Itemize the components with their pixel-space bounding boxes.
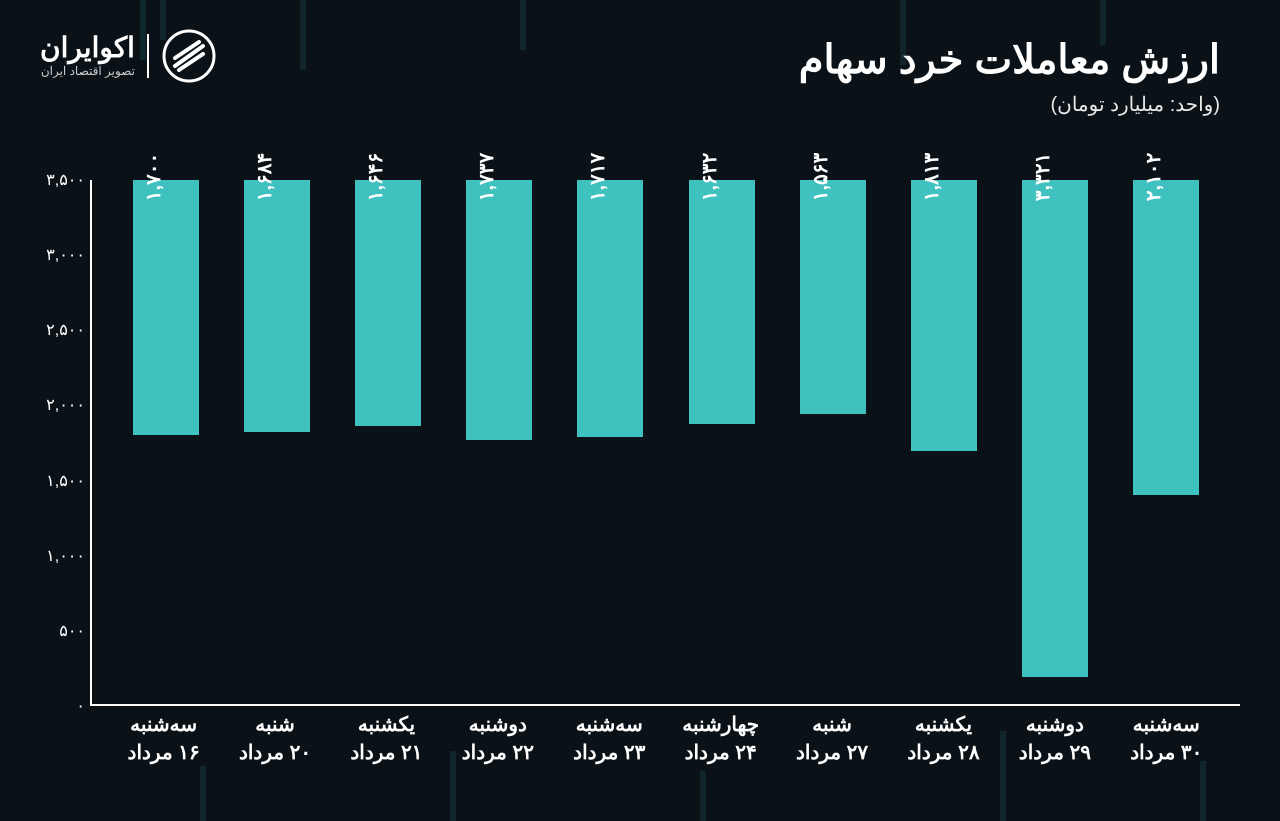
bar: ۱,۷۳۷ [466, 180, 532, 440]
bar: ۱,۶۴۶ [355, 180, 421, 426]
bar: ۳,۳۲۱ [1022, 180, 1088, 677]
bar-slot: ۱,۶۸۴ [221, 180, 332, 704]
chart-subtitle: (واحد: میلیارد تومان) [799, 92, 1220, 117]
x-date: ۲۹ مرداد [999, 739, 1110, 767]
bar-value-label: ۲,۱۰۲ [1141, 153, 1166, 208]
bar-slot: ۲,۱۰۲ [1111, 180, 1222, 704]
x-category-label: شنبه۲۰ مرداد [219, 711, 330, 791]
bar-value-label: ۱,۷۰۰ [141, 153, 166, 208]
x-category-label: یکشنبه۲۱ مرداد [331, 711, 442, 791]
logo-main-text: اکوایران [40, 34, 135, 62]
bar-slot: ۱,۷۱۷ [555, 180, 666, 704]
y-tick-label: ۳,۰۰۰ [46, 245, 85, 265]
bar: ۱,۶۸۴ [244, 180, 310, 432]
logo-icon [161, 28, 217, 84]
bar-slot: ۱,۶۳۲ [666, 180, 777, 704]
bar-slot: ۱,۸۱۳ [888, 180, 999, 704]
chart-title: ارزش معاملات خرد سهام [799, 36, 1220, 84]
x-day: سه‌شنبه [554, 711, 665, 739]
bar: ۱,۷۱۷ [577, 180, 643, 437]
x-day: دوشنبه [999, 711, 1110, 739]
y-tick-label: ۱,۵۰۰ [46, 471, 85, 491]
y-tick-label: ۲,۰۰۰ [46, 395, 85, 415]
bar-slot: ۱,۷۳۷ [444, 180, 555, 704]
bar-value-label: ۱,۶۳۲ [697, 153, 722, 208]
bars-container: ۱,۷۰۰ ۱,۶۸۴ ۱,۶۴۶ ۱,۷۳۷ ۱,۷۱۷ ۱,۶۳۲ ۱,۵۶۳ ۱,۸۱۳… [92, 180, 1240, 704]
x-day: چهارشنبه [665, 711, 776, 739]
x-date: ۲۴ مرداد [665, 739, 776, 767]
x-category-label: دوشنبه۲۲ مرداد [442, 711, 553, 791]
bar: ۱,۸۱۳ [911, 180, 977, 451]
x-category-label: شنبه۲۷ مرداد [776, 711, 887, 791]
logo-sub-text: تصویر اقتصاد ایران [40, 64, 135, 78]
x-day: یکشنبه [888, 711, 999, 739]
x-category-label: سه‌شنبه۱۶ مرداد [108, 711, 219, 791]
y-tick-label: ۲,۵۰۰ [46, 320, 85, 340]
bar-slot: ۳,۳۲۱ [1000, 180, 1111, 704]
x-day: دوشنبه [442, 711, 553, 739]
bar: ۱,۷۰۰ [133, 180, 199, 435]
bar-slot: ۱,۶۴۶ [332, 180, 443, 704]
y-tick-label: ۰ [76, 696, 85, 716]
x-category-label: سه‌شنبه۳۰ مرداد [1111, 711, 1222, 791]
y-tick-label: ۱,۰۰۰ [46, 546, 85, 566]
y-tick-label: ۵۰۰ [59, 621, 85, 641]
x-date: ۲۱ مرداد [331, 739, 442, 767]
chart-header: ارزش معاملات خرد سهام (واحد: میلیارد توم… [799, 36, 1220, 117]
bar-value-label: ۳,۳۲۱ [1030, 153, 1055, 208]
x-category-label: سه‌شنبه۲۳ مرداد [554, 711, 665, 791]
x-date: ۲۳ مرداد [554, 739, 665, 767]
x-category-label: یکشنبه۲۸ مرداد [888, 711, 999, 791]
bar-value-label: ۱,۸۱۳ [919, 153, 944, 208]
brand-logo: اکوایران تصویر اقتصاد ایران [40, 28, 217, 84]
bar-value-label: ۱,۷۱۷ [585, 153, 610, 208]
x-category-label: دوشنبه۲۹ مرداد [999, 711, 1110, 791]
x-day: شنبه [219, 711, 330, 739]
x-date: ۲۰ مرداد [219, 739, 330, 767]
x-date: ۲۷ مرداد [776, 739, 887, 767]
x-date: ۲۸ مرداد [888, 739, 999, 767]
bar-slot: ۱,۵۶۳ [777, 180, 888, 704]
bar: ۲,۱۰۲ [1133, 180, 1199, 495]
x-date: ۳۰ مرداد [1111, 739, 1222, 767]
bar-slot: ۱,۷۰۰ [110, 180, 221, 704]
x-date: ۲۲ مرداد [442, 739, 553, 767]
y-tick-label: ۳,۵۰۰ [46, 170, 85, 190]
plot-area: ۱,۷۰۰ ۱,۶۸۴ ۱,۶۴۶ ۱,۷۳۷ ۱,۷۱۷ ۱,۶۳۲ ۱,۵۶۳ ۱,۸۱۳… [90, 180, 1240, 706]
x-day: سه‌شنبه [1111, 711, 1222, 739]
x-axis-labels: سه‌شنبه۱۶ مردادشنبه۲۰ مردادیکشنبه۲۱ مردا… [90, 711, 1240, 791]
x-category-label: چهارشنبه۲۴ مرداد [665, 711, 776, 791]
y-axis: ۰۵۰۰۱,۰۰۰۱,۵۰۰۲,۰۰۰۲,۵۰۰۳,۰۰۰۳,۵۰۰ [35, 180, 85, 706]
chart-area: ۰۵۰۰۱,۰۰۰۱,۵۰۰۲,۰۰۰۲,۵۰۰۳,۰۰۰۳,۵۰۰ ۱,۷۰۰… [90, 180, 1240, 706]
bar-value-label: ۱,۶۸۴ [252, 153, 277, 208]
bar: ۱,۵۶۳ [800, 180, 866, 414]
x-day: شنبه [776, 711, 887, 739]
bar-value-label: ۱,۷۳۷ [474, 153, 499, 208]
x-date: ۱۶ مرداد [108, 739, 219, 767]
x-day: یکشنبه [331, 711, 442, 739]
bar: ۱,۶۳۲ [689, 180, 755, 424]
x-day: سه‌شنبه [108, 711, 219, 739]
bar-value-label: ۱,۶۴۶ [363, 153, 388, 208]
bar-value-label: ۱,۵۶۳ [808, 153, 833, 208]
